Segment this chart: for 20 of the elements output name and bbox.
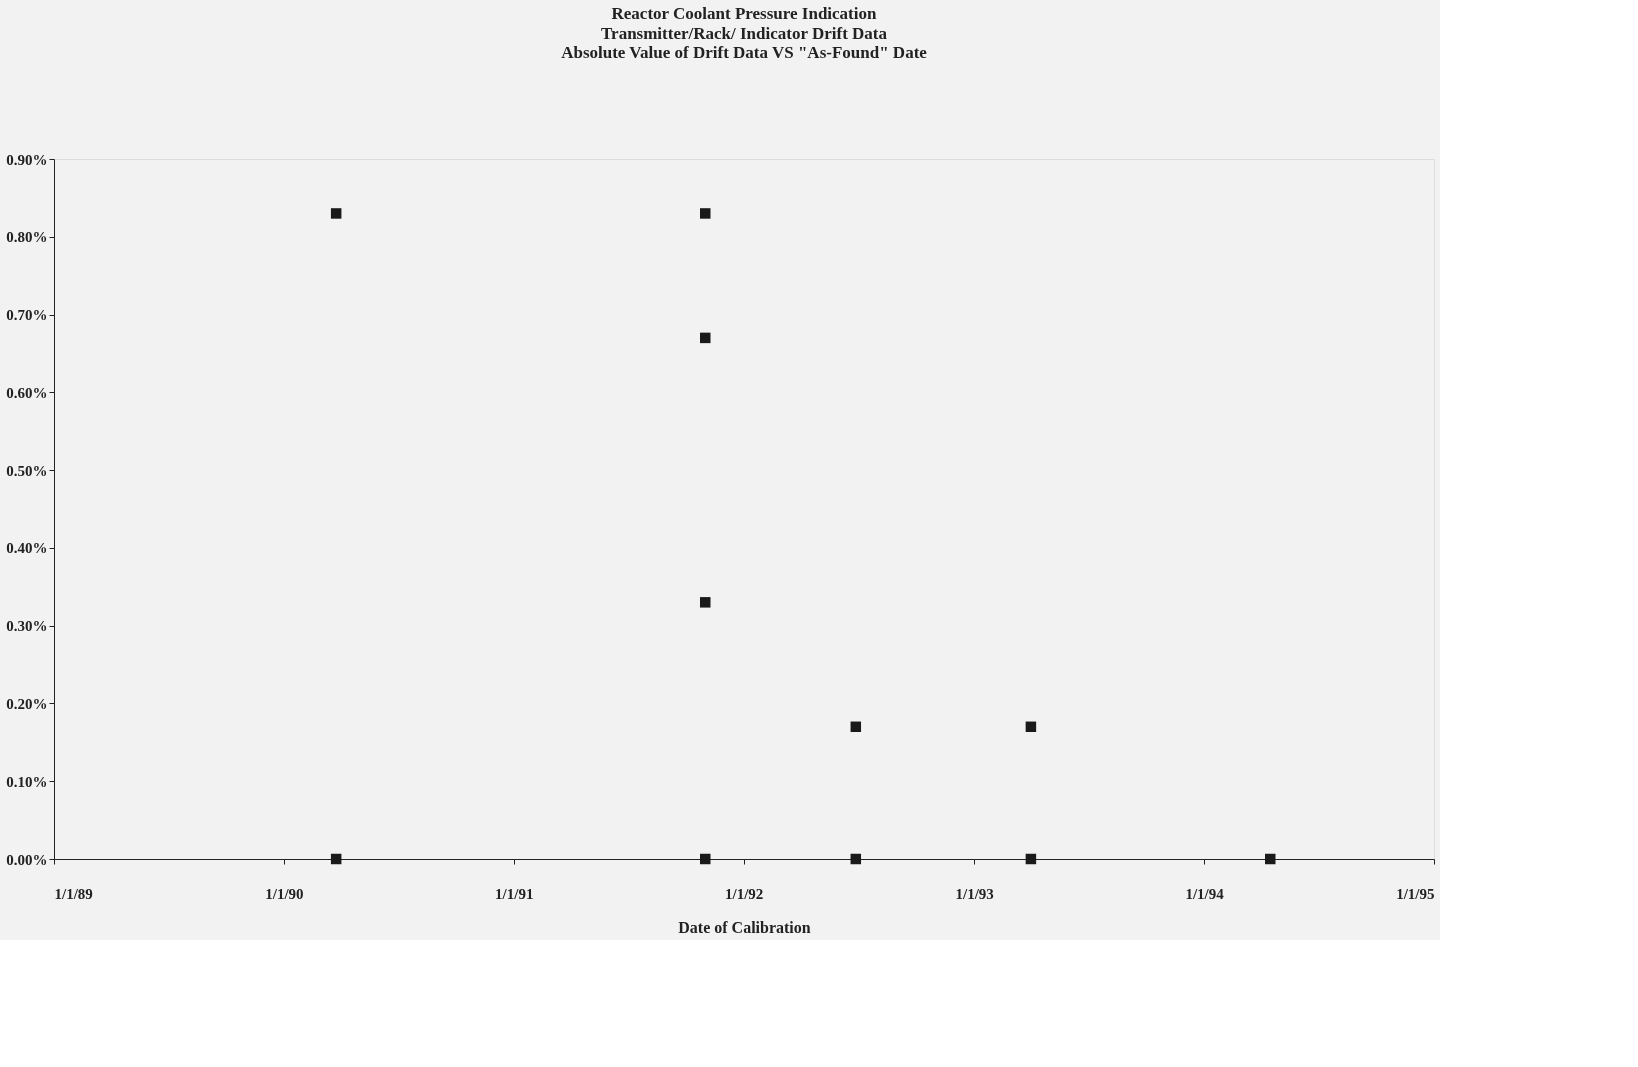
y-tick-label: 0.40% [6, 540, 48, 557]
y-tick-label: 0.10% [6, 773, 48, 790]
y-tick-label: 0.60% [6, 384, 48, 401]
y-tick-label: 0.70% [6, 307, 48, 324]
x-tick-label: 1/1/89 [54, 885, 93, 902]
x-tick-label: 1/1/91 [495, 885, 534, 902]
x-axis-title: Date of Calibration [678, 918, 811, 936]
y-tick-label: 0.50% [6, 462, 48, 479]
y-tick-label: 0.80% [6, 229, 48, 246]
y-tick-label: 0.20% [6, 695, 48, 712]
y-tick-label: 0.90% [6, 151, 48, 168]
x-tick-label: 1/1/92 [725, 885, 764, 902]
y-tick-label: 0.00% [6, 851, 48, 868]
x-tick-label: 1/1/94 [1185, 885, 1225, 902]
chart-title: Reactor Coolant Pressure Indication [611, 4, 877, 23]
x-tick-label: 1/1/95 [1396, 885, 1435, 902]
x-tick-label: 1/1/90 [265, 885, 304, 902]
chart-subtitle: Transmitter/Rack/ Indicator Drift Data Absolute Value of Drift Data VS "As-Found" Date [561, 24, 928, 62]
y-tick-label: 0.30% [6, 618, 48, 635]
x-tick-label: 1/1/93 [955, 885, 994, 902]
